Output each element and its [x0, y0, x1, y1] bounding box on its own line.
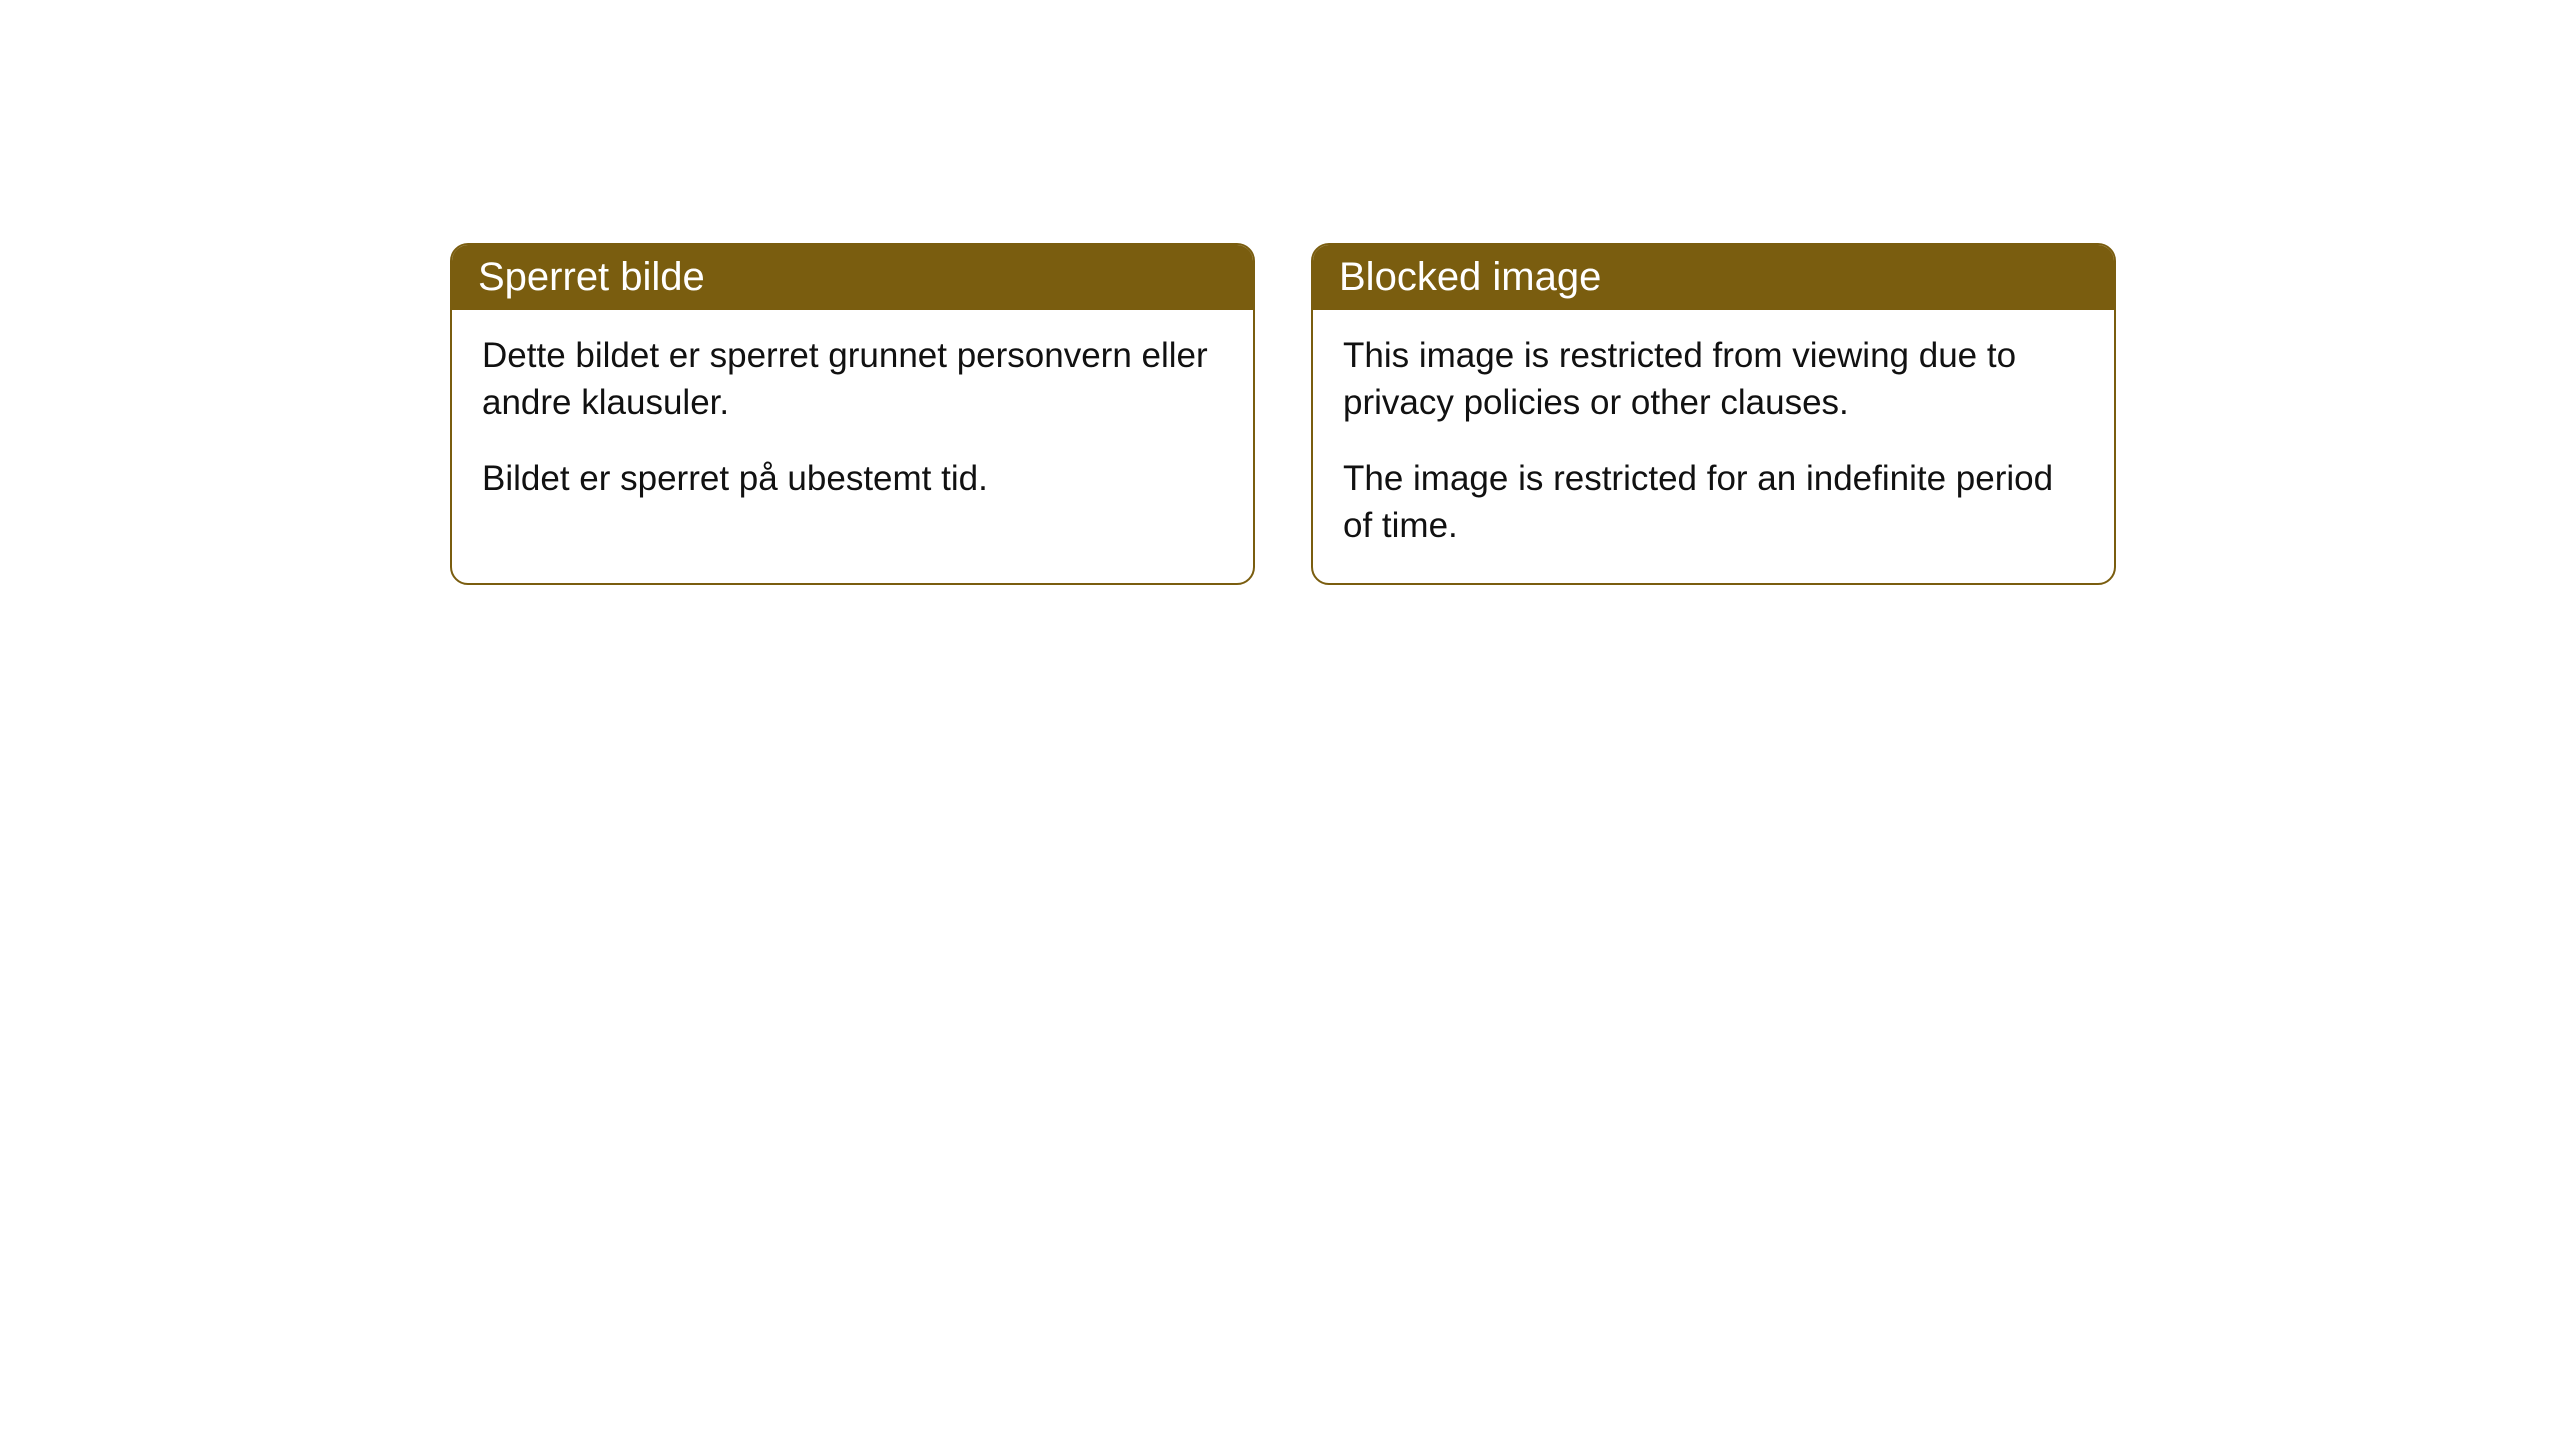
- card-title-en: Blocked image: [1339, 255, 1601, 299]
- card-header-en: Blocked image: [1313, 245, 2114, 310]
- blocked-image-notice-en: Blocked image This image is restricted f…: [1311, 243, 2116, 585]
- card-paragraph-no-2: Bildet er sperret på ubestemt tid.: [482, 455, 1223, 502]
- card-paragraph-en-2: The image is restricted for an indefinit…: [1343, 455, 2084, 550]
- card-paragraph-en-1: This image is restricted from viewing du…: [1343, 332, 2084, 427]
- card-header-no: Sperret bilde: [452, 245, 1253, 310]
- card-body-en: This image is restricted from viewing du…: [1313, 310, 2114, 583]
- card-title-no: Sperret bilde: [478, 255, 705, 299]
- blocked-image-notice-no: Sperret bilde Dette bildet er sperret gr…: [450, 243, 1255, 585]
- card-body-no: Dette bildet er sperret grunnet personve…: [452, 310, 1253, 536]
- notice-container: Sperret bilde Dette bildet er sperret gr…: [450, 243, 2116, 585]
- card-paragraph-no-1: Dette bildet er sperret grunnet personve…: [482, 332, 1223, 427]
